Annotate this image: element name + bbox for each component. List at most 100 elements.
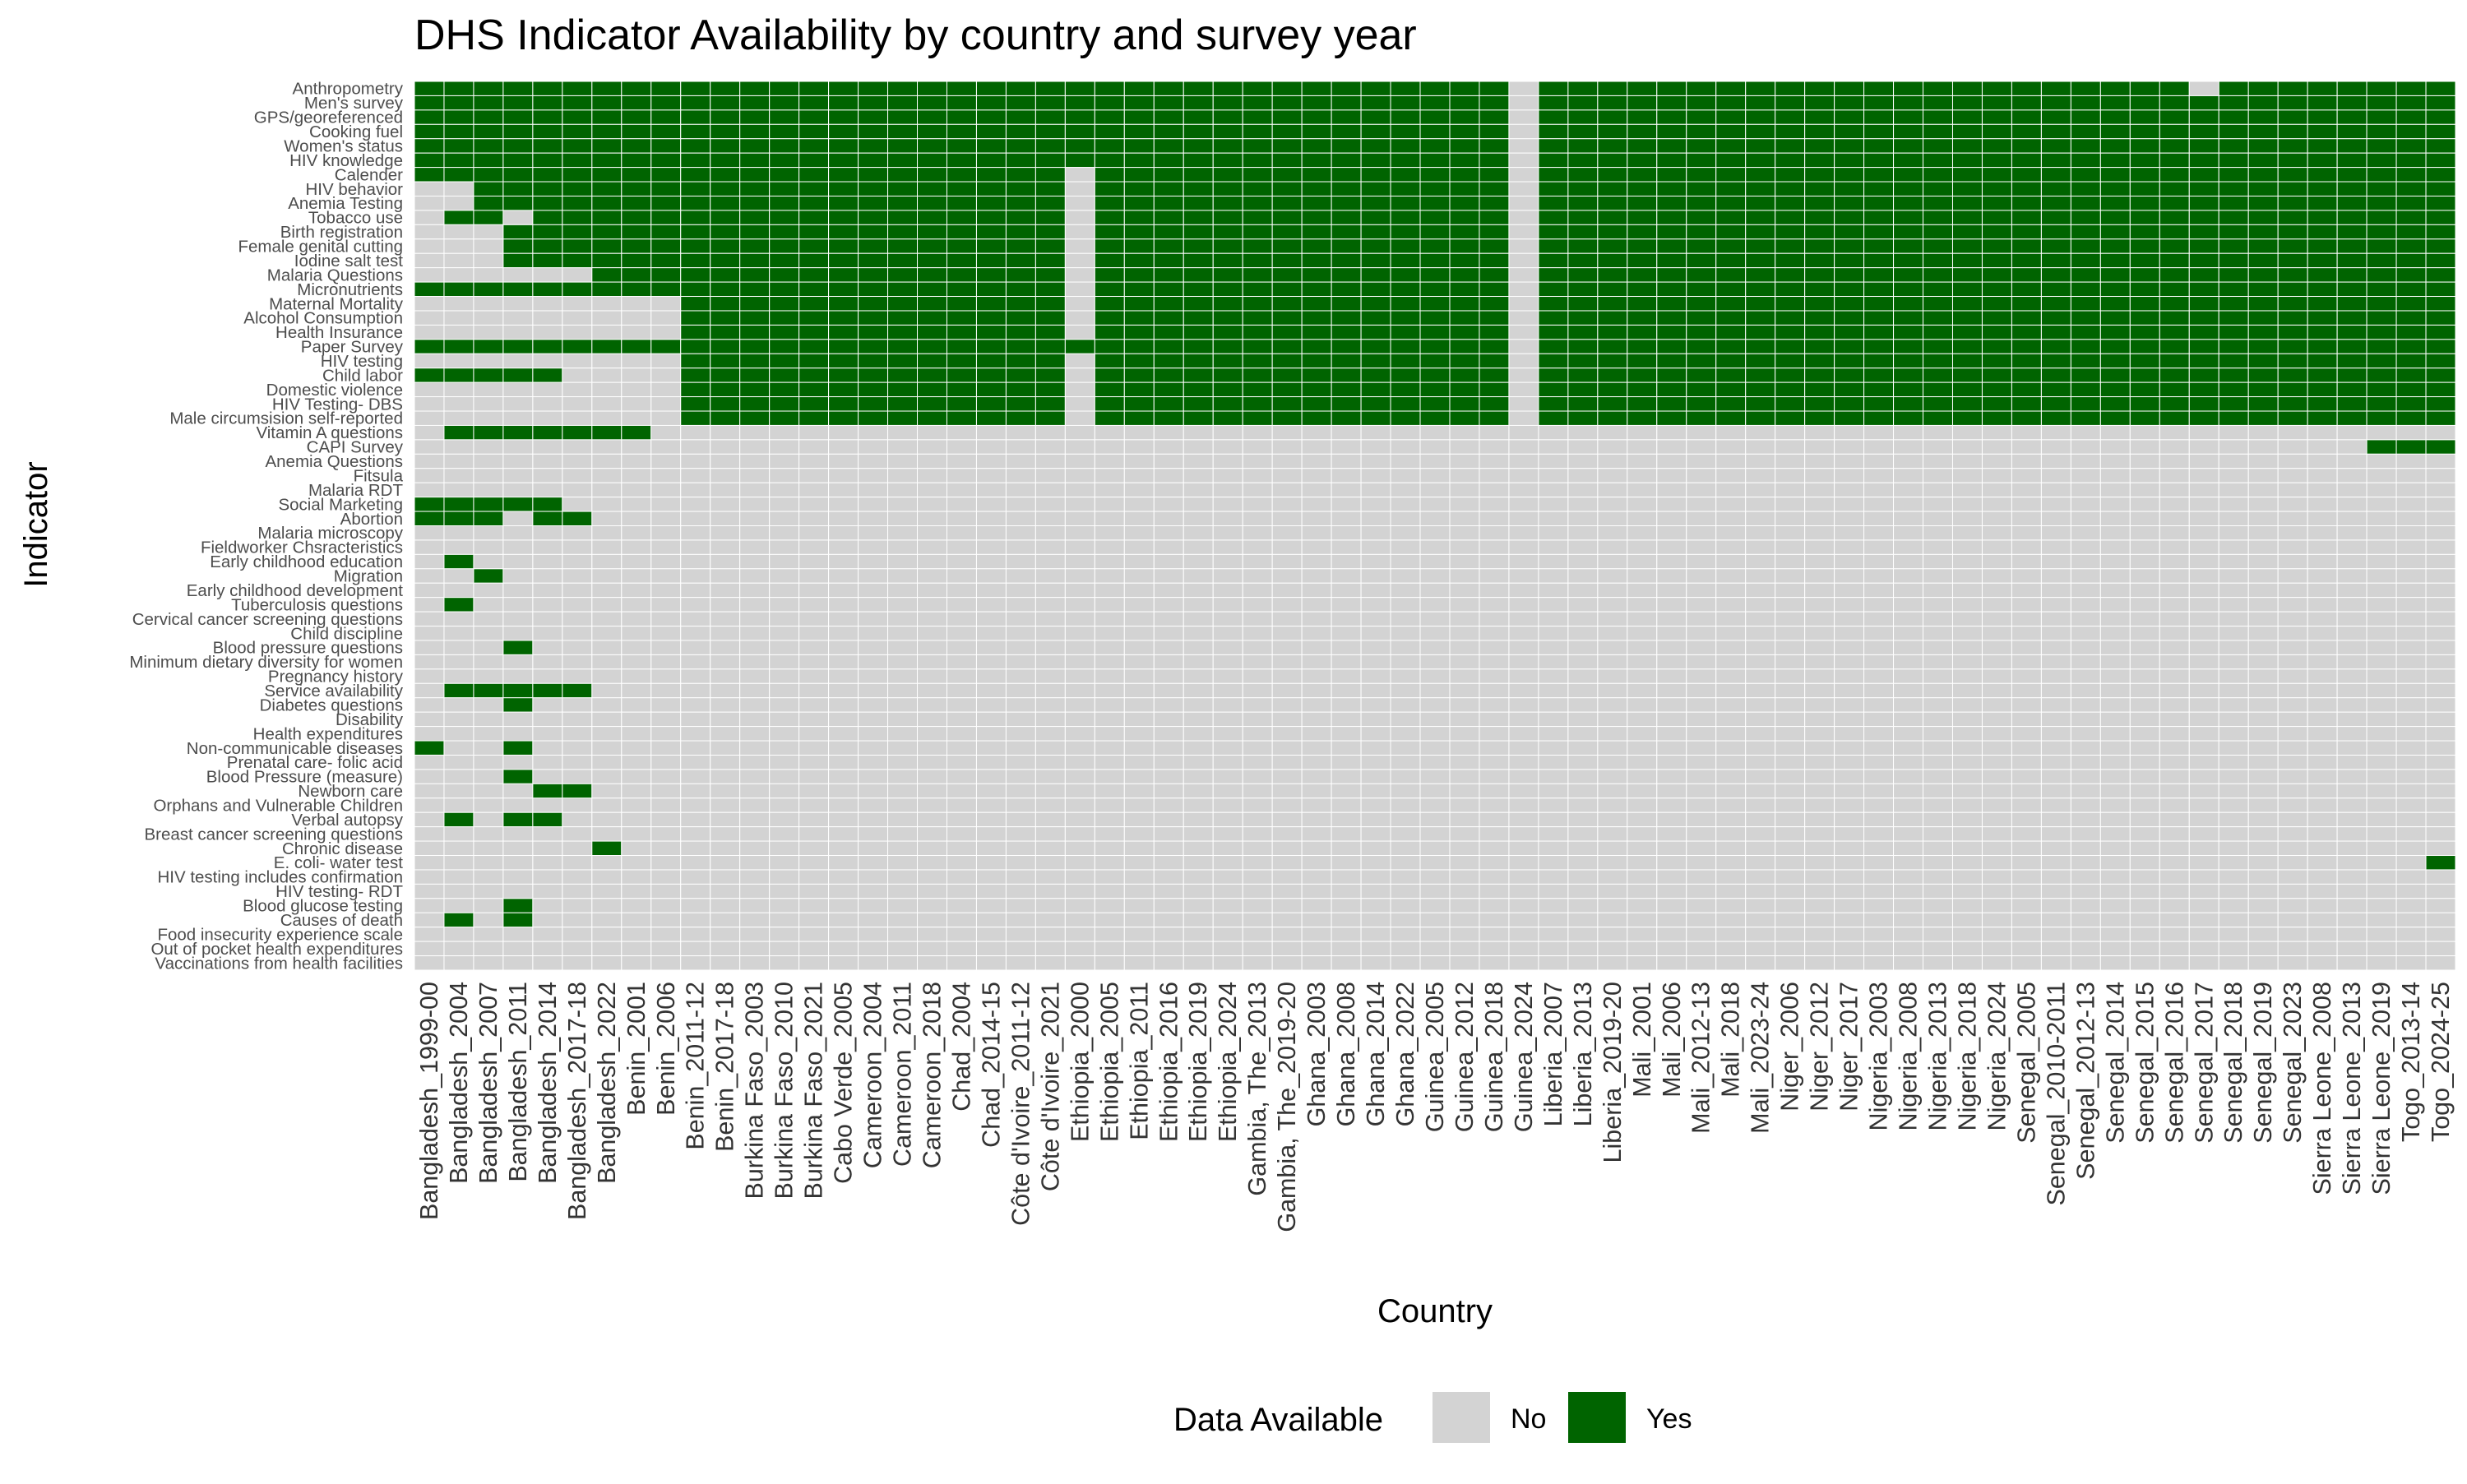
heatmap-cell — [1419, 840, 1451, 857]
heatmap-cell — [1005, 668, 1036, 684]
heatmap-cell — [2425, 582, 2456, 599]
heatmap-cell — [1153, 167, 1184, 183]
heatmap-cell — [1271, 898, 1303, 913]
x-tick-label: Sierra Leone_2008 — [2308, 982, 2336, 1195]
heatmap-cell — [1301, 238, 1332, 254]
heatmap-cell — [1331, 224, 1362, 240]
heatmap-cell — [1183, 898, 1214, 913]
heatmap-cell — [858, 167, 889, 183]
heatmap-cell — [1331, 711, 1362, 728]
heatmap-cell — [1153, 324, 1184, 340]
heatmap-cell — [2159, 797, 2190, 813]
heatmap-cell — [2307, 912, 2338, 928]
heatmap-cell — [858, 353, 889, 369]
heatmap-cell — [502, 424, 534, 441]
heatmap-cell — [1094, 869, 1125, 885]
heatmap-cell — [2099, 238, 2131, 254]
heatmap-cell — [2366, 396, 2397, 412]
heatmap-cell — [1153, 224, 1184, 240]
heatmap-cell — [1360, 468, 1391, 483]
heatmap-cell — [1834, 95, 1865, 111]
heatmap-cell — [502, 640, 534, 655]
heatmap-cell — [1301, 553, 1332, 570]
heatmap-cell — [798, 740, 830, 756]
heatmap-cell — [1508, 955, 1539, 971]
heatmap-cell — [2040, 553, 2071, 570]
heatmap-cell — [1034, 453, 1066, 469]
heatmap-cell — [917, 396, 947, 412]
heatmap-cell — [650, 453, 682, 469]
heatmap-cell — [1183, 553, 1214, 570]
heatmap-cell — [2336, 539, 2367, 555]
heatmap-cell — [1005, 410, 1036, 426]
heatmap-cell — [1627, 368, 1658, 383]
heatmap-cell — [1183, 640, 1214, 655]
heatmap-cell — [2040, 339, 2071, 354]
heatmap-cell — [2159, 697, 2190, 713]
heatmap-cell — [1567, 353, 1599, 369]
heatmap-cell — [1094, 123, 1125, 140]
heatmap-cell — [769, 654, 800, 670]
heatmap-cell — [2129, 941, 2160, 957]
heatmap-cell — [1390, 682, 1421, 699]
heatmap-cell — [562, 726, 593, 742]
heatmap-cell — [2277, 252, 2308, 269]
heatmap-cell — [917, 640, 947, 655]
heatmap-cell — [858, 123, 889, 140]
heatmap-cell — [1775, 511, 1806, 526]
heatmap-cell — [1094, 668, 1125, 684]
heatmap-cell — [2425, 597, 2456, 613]
heatmap-cell — [1390, 324, 1421, 340]
heatmap-cell — [1775, 152, 1806, 169]
heatmap-cell — [1094, 927, 1125, 942]
heatmap-cell — [1923, 468, 1953, 483]
heatmap-cell — [650, 826, 682, 842]
heatmap-cell — [2129, 668, 2160, 684]
heatmap-cell — [828, 597, 859, 613]
heatmap-cell — [443, 439, 474, 455]
heatmap-cell — [1419, 912, 1451, 928]
heatmap-cell — [1597, 468, 1628, 483]
heatmap-cell — [1981, 424, 2012, 441]
heatmap-cell — [2070, 296, 2101, 312]
heatmap-cell — [2247, 167, 2279, 183]
heatmap-cell — [414, 640, 445, 655]
heatmap-cell — [739, 654, 771, 670]
heatmap-cell — [1775, 626, 1806, 641]
heatmap-cell — [1123, 941, 1155, 957]
heatmap-cell — [1981, 396, 2012, 412]
heatmap-cell — [2425, 697, 2456, 713]
heatmap-cell — [2129, 267, 2160, 283]
heatmap-cell — [1863, 353, 1895, 369]
heatmap-cell — [473, 339, 504, 354]
heatmap-cell — [798, 238, 830, 254]
heatmap-cell — [1597, 109, 1628, 125]
heatmap-cell — [1449, 368, 1480, 383]
heatmap-cell — [1242, 855, 1273, 871]
heatmap-cell — [1005, 396, 1036, 412]
heatmap-cell — [1981, 955, 2012, 971]
heatmap-cell — [1242, 912, 1273, 928]
heatmap-cell — [1656, 281, 1687, 298]
heatmap-cell — [443, 568, 474, 584]
heatmap-cell — [710, 138, 741, 154]
heatmap-cell — [917, 439, 947, 455]
heatmap-cell — [2040, 138, 2071, 154]
heatmap-cell — [1923, 109, 1953, 125]
heatmap-cell — [1064, 138, 1095, 154]
heatmap-cell — [1951, 224, 1983, 240]
heatmap-cell — [1301, 855, 1332, 871]
heatmap-cell — [680, 840, 711, 857]
y-tick-label: Service availability — [264, 682, 403, 700]
heatmap-cell — [1064, 582, 1095, 599]
heatmap-cell — [1479, 654, 1510, 670]
heatmap-cell — [1271, 568, 1303, 584]
heatmap-cell — [1597, 381, 1628, 398]
heatmap-cell — [2129, 252, 2160, 269]
heatmap-cell — [1183, 711, 1214, 728]
heatmap-cell — [1627, 783, 1658, 799]
heatmap-cell — [1538, 912, 1569, 928]
heatmap-cell — [2070, 410, 2101, 426]
heatmap-cell — [1034, 855, 1066, 871]
